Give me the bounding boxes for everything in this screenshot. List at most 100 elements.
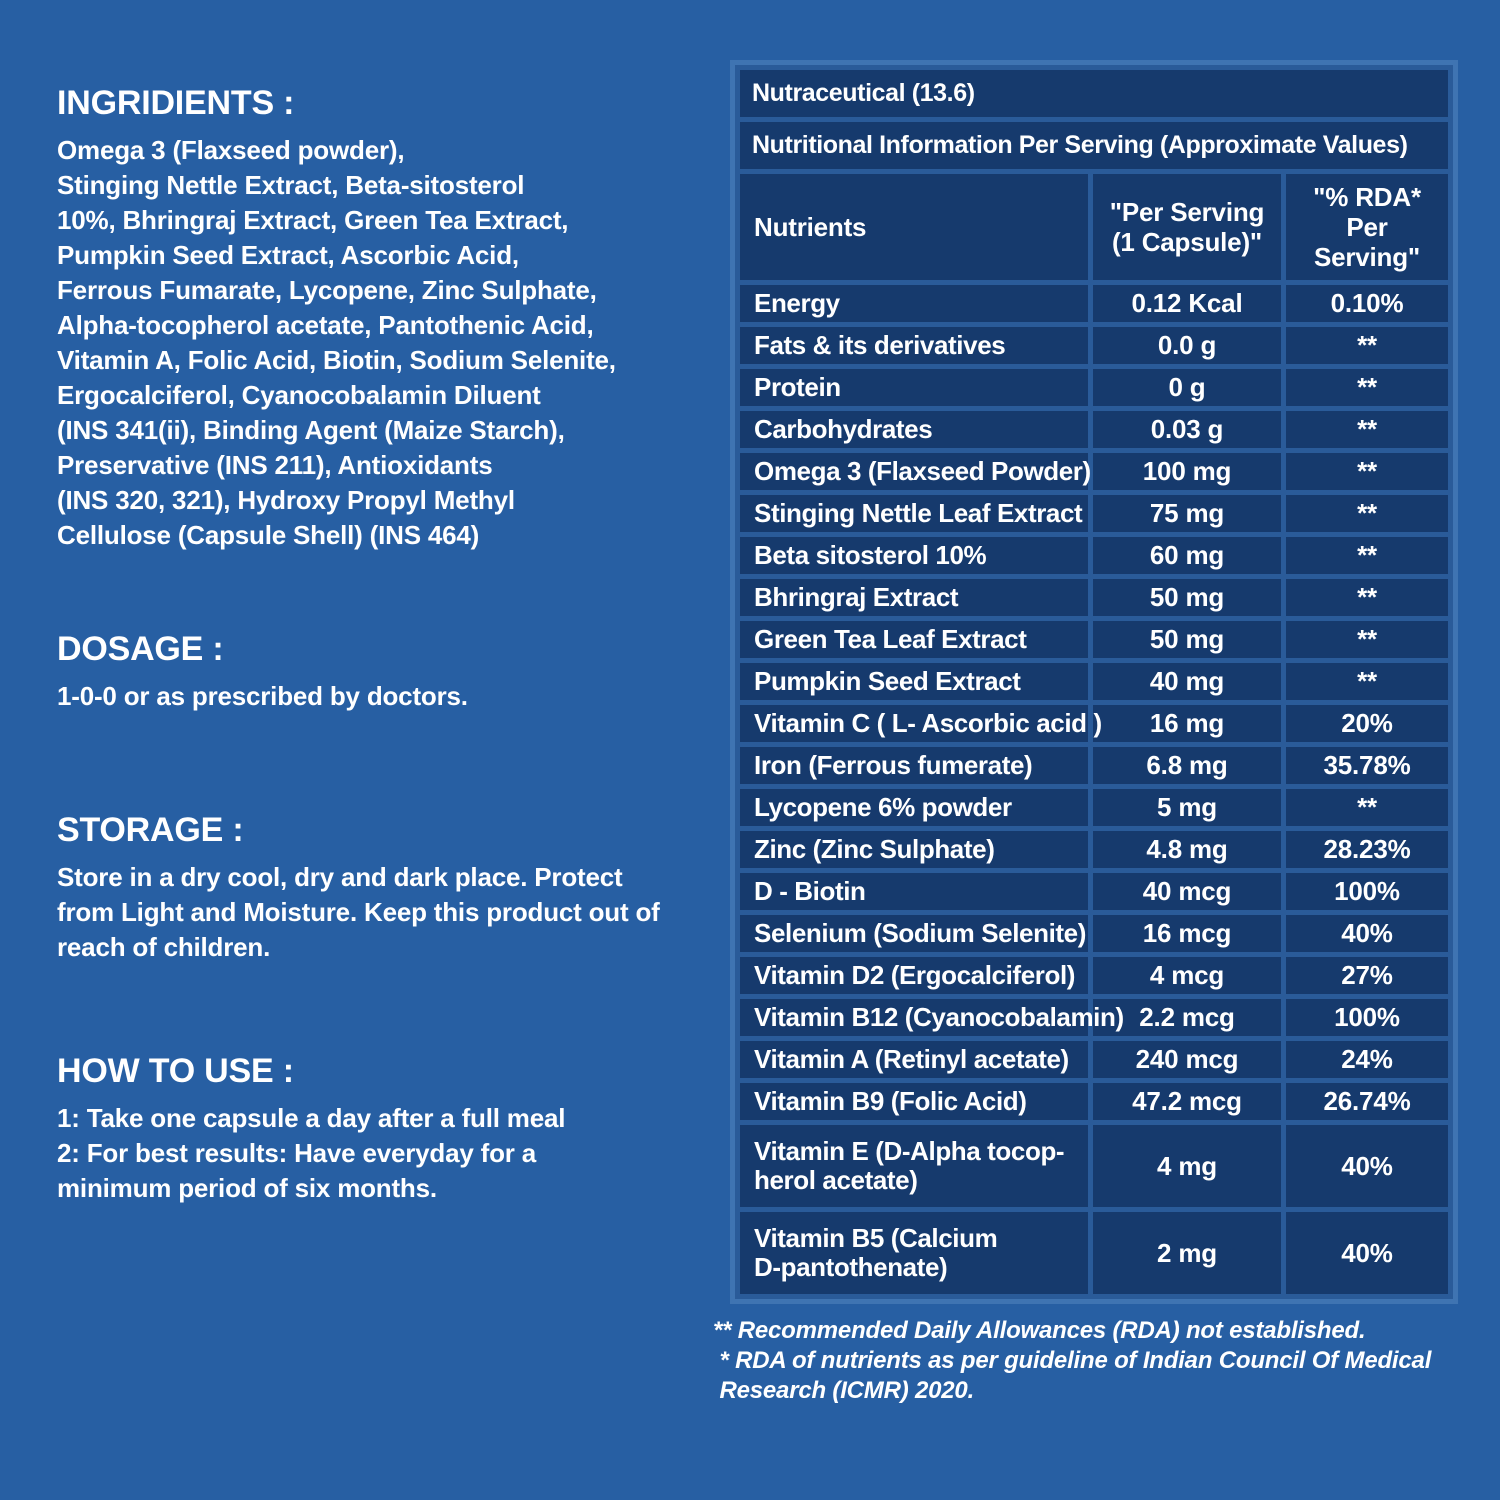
info-panel: INGRIDIENTS : Omega 3 (Flaxseed powder),… [57, 82, 737, 1206]
how-to-use-heading: HOW TO USE : [57, 1052, 294, 1090]
table-row: Pumpkin Seed Extract 40 mg ** [740, 663, 1449, 700]
cell-nutrient: Carbohydrates [740, 411, 1088, 448]
cell-nutrient: Lycopene 6% powder [740, 789, 1088, 826]
cell-rda: ** [1286, 789, 1449, 826]
cell-rda: 24% [1286, 1041, 1449, 1078]
table-row: Beta sitosterol 10% 60 mg ** [740, 537, 1449, 574]
cell-nutrient: Pumpkin Seed Extract [740, 663, 1088, 700]
how-to-use-text: 1: Take one capsule a day after a full m… [57, 1103, 566, 1203]
cell-rda: 100% [1286, 873, 1449, 910]
cell-value: 0.03 g [1093, 411, 1281, 448]
cell-nutrient: Beta sitosterol 10% [740, 537, 1088, 574]
cell-rda: 27% [1286, 957, 1449, 994]
cell-nutrient: D - Biotin [740, 873, 1088, 910]
table-row: Vitamin E (D-Alpha tocop- herol acetate)… [740, 1125, 1449, 1207]
storage-heading: STORAGE : [57, 811, 244, 849]
cell-rda: 40% [1286, 915, 1449, 952]
cell-nutrient: Vitamin D2 (Ergocalciferol) [740, 957, 1088, 994]
cell-value: 47.2 mcg [1093, 1083, 1281, 1120]
cell-value: 60 mg [1093, 537, 1281, 574]
table-title-row: Nutraceutical (13.6) [740, 70, 1449, 117]
cell-rda: 26.74% [1286, 1083, 1449, 1120]
table-row: Selenium (Sodium Selenite) 16 mcg 40% [740, 915, 1449, 952]
cell-rda: ** [1286, 537, 1449, 574]
cell-rda: ** [1286, 621, 1449, 658]
cell-nutrient: Vitamin C ( L- Ascorbic acid ) [740, 705, 1102, 742]
cell-value: 16 mg [1093, 705, 1281, 742]
table-row: Iron (Ferrous fumerate) 6.8 mg 35.78% [740, 747, 1449, 784]
cell-value: 40 mcg [1093, 873, 1281, 910]
table-row: D - Biotin 40 mcg 100% [740, 873, 1449, 910]
cell-nutrient: Vitamin E (D-Alpha tocop- herol acetate) [740, 1125, 1088, 1207]
table-subtitle: Nutritional Information Per Serving (App… [740, 122, 1449, 169]
column-header-per-serving: "Per Serving (1 Capsule)" [1093, 174, 1281, 280]
table-row: Omega 3 (Flaxseed Powder) 100 mg ** [740, 453, 1449, 490]
nutrition-table: Nutraceutical (13.6) Nutritional Informa… [735, 65, 1453, 1299]
cell-value: 0.0 g [1093, 327, 1281, 364]
table-row: Zinc (Zinc Sulphate) 4.8 mg 28.23% [740, 831, 1449, 868]
table-row: Bhringraj Extract 50 mg ** [740, 579, 1449, 616]
table-row: Green Tea Leaf Extract 50 mg ** [740, 621, 1449, 658]
cell-rda: 35.78% [1286, 747, 1449, 784]
column-header-rda: "% RDA* Per Serving" [1286, 174, 1449, 280]
table-title: Nutraceutical (13.6) [740, 70, 1449, 117]
cell-rda: 20% [1286, 705, 1449, 742]
cell-nutrient: Green Tea Leaf Extract [740, 621, 1088, 658]
table-row: Vitamin B12 (Cyanocobalamin) 2.2 mcg 100% [740, 999, 1449, 1036]
cell-value: 16 mcg [1093, 915, 1281, 952]
ingredients-heading: INGRIDIENTS : [57, 84, 295, 122]
cell-nutrient: Zinc (Zinc Sulphate) [740, 831, 1088, 868]
dosage-text: 1-0-0 or as prescribed by doctors. [57, 681, 468, 711]
table-body: Energy 0.12 Kcal 0.10% Fats & its derivativ… [740, 285, 1449, 1294]
dosage-heading: DOSAGE : [57, 630, 224, 668]
cell-rda: ** [1286, 369, 1449, 406]
cell-value: 50 mg [1093, 579, 1281, 616]
cell-nutrient: Vitamin A (Retinyl acetate) [740, 1041, 1088, 1078]
cell-value: 40 mg [1093, 663, 1281, 700]
column-header-nutrients: Nutrients [740, 174, 1088, 280]
footnotes: ** Recommended Daily Allowances (RDA) no… [713, 1317, 1432, 1404]
ingredients-text: Omega 3 (Flaxseed powder), Stinging Nett… [57, 135, 616, 550]
cell-value: 2 mg [1093, 1212, 1281, 1294]
cell-nutrient: Fats & its derivatives [740, 327, 1088, 364]
cell-value: 4 mg [1093, 1125, 1281, 1207]
cell-value: 5 mg [1093, 789, 1281, 826]
cell-nutrient: Iron (Ferrous fumerate) [740, 747, 1088, 784]
cell-rda: ** [1286, 453, 1449, 490]
cell-rda: 40% [1286, 1125, 1449, 1207]
cell-value: 0.12 Kcal [1093, 285, 1281, 322]
cell-rda: 40% [1286, 1212, 1449, 1294]
cell-nutrient: Energy [740, 285, 1088, 322]
table-row: Vitamin D2 (Ergocalciferol) 4 mcg 27% [740, 957, 1449, 994]
cell-rda: ** [1286, 579, 1449, 616]
table-row: Protein 0 g ** [740, 369, 1449, 406]
cell-nutrient: Stinging Nettle Leaf Extract [740, 495, 1088, 532]
table-row: Vitamin B9 (Folic Acid) 47.2 mcg 26.74% [740, 1083, 1449, 1120]
cell-nutrient: Protein [740, 369, 1088, 406]
cell-nutrient: Selenium (Sodium Selenite) [740, 915, 1088, 952]
cell-value: 6.8 mg [1093, 747, 1281, 784]
nutrition-table-container: Nutraceutical (13.6) Nutritional Informa… [730, 60, 1458, 1304]
table-row: Stinging Nettle Leaf Extract 75 mg ** [740, 495, 1449, 532]
cell-nutrient: Bhringraj Extract [740, 579, 1088, 616]
cell-nutrient: Vitamin B12 (Cyanocobalamin) [740, 999, 1124, 1036]
cell-rda: ** [1286, 663, 1449, 700]
cell-value: 0 g [1093, 369, 1281, 406]
table-subtitle-row: Nutritional Information Per Serving (App… [740, 122, 1449, 169]
cell-rda: 100% [1286, 999, 1449, 1036]
table-row: Energy 0.12 Kcal 0.10% [740, 285, 1449, 322]
cell-value: 2.2 mcg [1093, 999, 1281, 1036]
table-row: Vitamin A (Retinyl acetate) 240 mcg 24% [740, 1041, 1449, 1078]
cell-value: 100 mg [1093, 453, 1281, 490]
cell-value: 4.8 mg [1093, 831, 1281, 868]
cell-rda: ** [1286, 495, 1449, 532]
cell-rda: ** [1286, 327, 1449, 364]
cell-nutrient: Vitamin B5 (Calcium D-pantothenate) [740, 1212, 1088, 1294]
storage-text: Store in a dry cool, dry and dark place.… [57, 862, 660, 962]
cell-nutrient: Vitamin B9 (Folic Acid) [740, 1083, 1088, 1120]
cell-value: 75 mg [1093, 495, 1281, 532]
cell-value: 50 mg [1093, 621, 1281, 658]
table-row: Carbohydrates 0.03 g ** [740, 411, 1449, 448]
cell-rda: 28.23% [1286, 831, 1449, 868]
